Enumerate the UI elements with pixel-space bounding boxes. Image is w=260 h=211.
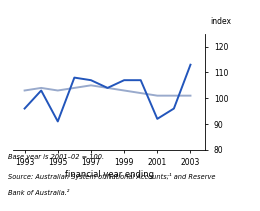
X-axis label: financial year ending: financial year ending — [65, 170, 154, 179]
Text: Source: Australian System of National Accounts;¹ and Reserve: Source: Australian System of National Ac… — [8, 173, 215, 180]
Text: Base year is 2001–02 = 100.: Base year is 2001–02 = 100. — [8, 154, 104, 160]
Text: Bank of Australia.²: Bank of Australia.² — [8, 190, 69, 196]
Text: index: index — [211, 17, 232, 26]
